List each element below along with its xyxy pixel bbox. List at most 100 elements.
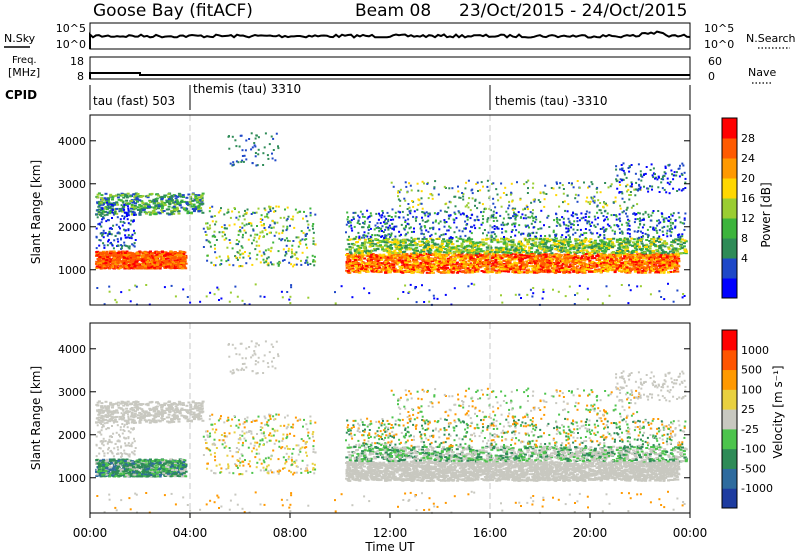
echo-cell — [483, 254, 487, 257]
echo-cell — [648, 240, 652, 242]
echo-cell — [180, 259, 184, 262]
echo-cell — [163, 201, 167, 204]
echo-cell — [272, 241, 275, 244]
echo-cell — [282, 259, 284, 262]
echo-cell — [291, 218, 294, 221]
echo-cell — [98, 244, 101, 247]
echo-cell — [624, 258, 628, 261]
echo-cell — [562, 242, 566, 245]
echo-cell — [680, 243, 683, 246]
echo-cell — [631, 267, 635, 270]
echo-cell — [267, 262, 270, 265]
echo-cell — [264, 209, 267, 212]
echo-cell — [509, 255, 513, 258]
echo-cell — [155, 258, 159, 261]
echo-cell — [131, 259, 135, 262]
echo-cell — [615, 241, 619, 243]
echo-cell — [351, 264, 355, 267]
echo-cell — [204, 230, 207, 233]
echo-cell — [119, 264, 123, 267]
echo-cell — [647, 256, 651, 259]
echo-cell — [142, 262, 145, 265]
echo-cell — [657, 253, 661, 256]
echo-cell — [536, 270, 540, 273]
echo-cell — [107, 238, 110, 241]
echo-cell — [660, 259, 664, 261]
echo-cell — [502, 264, 506, 267]
echo-cell — [141, 255, 145, 258]
echo-cell — [458, 259, 462, 262]
echo-cell — [432, 254, 435, 257]
echo-cell — [112, 203, 115, 206]
echo-cell — [349, 253, 353, 256]
echo-cell — [157, 203, 161, 206]
echo-cell — [121, 207, 125, 210]
echo-cell — [471, 260, 475, 263]
echo-cell — [610, 257, 614, 260]
echo-cell — [407, 260, 411, 263]
echo-cell — [500, 257, 504, 260]
echo-cell — [147, 266, 151, 269]
echo-cell — [141, 263, 145, 266]
echo-cell — [618, 250, 622, 252]
echo-cell — [126, 265, 130, 268]
echo-cell — [510, 263, 514, 266]
echo-cell — [627, 256, 631, 258]
echo-cell — [537, 255, 541, 258]
echo-cell — [467, 269, 471, 272]
echo-cell — [286, 218, 289, 220]
echo-cell — [618, 267, 621, 270]
echo-cell — [191, 199, 195, 202]
echo-cell — [292, 240, 295, 242]
echo-cell — [374, 254, 378, 257]
echo-cell — [132, 208, 136, 211]
echo-cell — [195, 197, 198, 200]
echo-cell — [138, 212, 142, 215]
echo-cell — [384, 260, 388, 263]
echo-cell — [192, 210, 196, 213]
echo-cell — [187, 193, 191, 196]
echo-cell — [623, 260, 627, 263]
echo-cell — [418, 263, 422, 266]
echo-cell — [179, 256, 183, 259]
echo-cell — [673, 270, 677, 273]
echo-cell — [431, 271, 435, 274]
echo-cell — [677, 257, 681, 260]
echo-cell — [448, 250, 452, 252]
echo-cell — [609, 254, 613, 257]
echo-cell — [467, 257, 471, 259]
echo-cell — [173, 267, 177, 270]
echo-cell — [149, 201, 152, 203]
echo-cell — [277, 250, 280, 253]
echo-cell — [143, 211, 147, 214]
echo-cell — [252, 229, 255, 232]
echo-cell — [547, 248, 551, 251]
echo-cell — [392, 253, 396, 256]
echo-cell — [360, 256, 364, 259]
echo-cell — [133, 264, 137, 267]
echo-cell — [157, 252, 161, 255]
echo-cell — [179, 258, 183, 261]
echo-cell — [476, 256, 480, 258]
echo-cell — [414, 259, 418, 261]
echo-cell — [654, 270, 658, 273]
echo-cell — [512, 265, 516, 268]
echo-cell — [231, 247, 234, 250]
echo-cell — [141, 195, 145, 198]
echo-cell — [508, 267, 512, 269]
echo-cell — [663, 259, 667, 262]
echo-cell — [160, 197, 164, 200]
echo-cell — [101, 260, 105, 263]
echo-cell — [168, 196, 172, 199]
echo-cell — [356, 261, 360, 264]
echo-cell — [97, 211, 101, 213]
echo-cell — [295, 251, 298, 254]
echo-cell — [636, 271, 640, 274]
echo-cell — [268, 143, 271, 146]
echo-cell — [182, 264, 186, 266]
echo-cell — [586, 250, 589, 253]
echo-cell — [558, 259, 562, 262]
echo-cell — [407, 266, 410, 269]
echo-cell — [178, 252, 182, 255]
echo-cell — [373, 263, 377, 266]
